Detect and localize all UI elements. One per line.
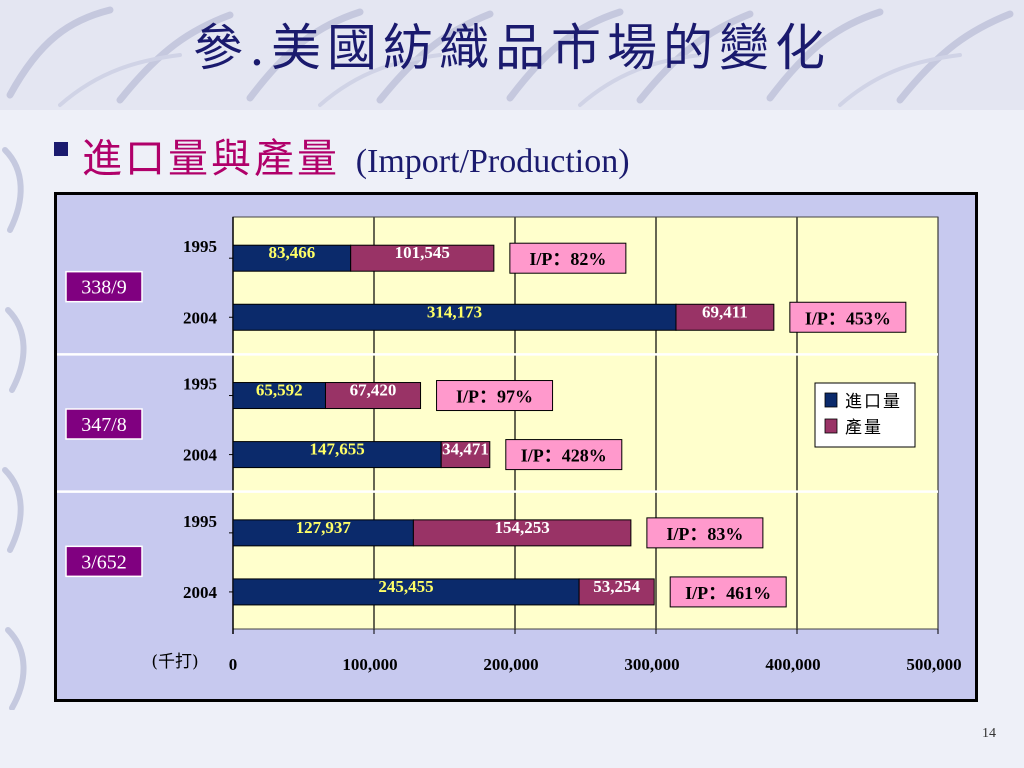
data-label-import: 127,937 [296, 518, 352, 537]
data-label-import: 314,173 [427, 302, 482, 321]
ratio-label: I/P：97% [456, 387, 533, 407]
ratio-box [436, 380, 554, 412]
data-label-production: 101,545 [395, 243, 450, 262]
slide-subtitle: 進口量與產量 (Import/Production) [52, 126, 630, 184]
year-tick-label: 2004 [183, 308, 218, 327]
group-label-box [65, 408, 143, 440]
year-tick-label: 1995 [183, 512, 217, 531]
page-number: 14 [982, 726, 996, 741]
group-label-box [65, 545, 143, 578]
group-label: 3/652 [81, 551, 127, 573]
data-label-production: 69,411 [702, 302, 748, 321]
bar-import [232, 441, 442, 469]
ratio-box [646, 517, 764, 549]
data-label-production: 34,471 [442, 440, 489, 459]
ratio-label: I/P：453% [805, 308, 891, 328]
legend-swatch-import [824, 392, 838, 408]
unit-label: (千打) [151, 652, 198, 672]
data-label-import: 65,592 [256, 381, 303, 400]
data-label-production: 67,420 [350, 381, 397, 400]
x-tick-label: 300,000 [624, 655, 679, 674]
ratio-box [505, 439, 623, 471]
bar-import [232, 519, 414, 547]
ratio-box [509, 242, 627, 274]
year-tick-label: 2004 [183, 446, 218, 465]
legend-label-import: 進口量 [845, 392, 902, 412]
data-label-import: 147,655 [309, 440, 364, 459]
ratio-box [669, 576, 787, 608]
data-label-import: 245,455 [378, 577, 433, 596]
chart-frame: 338/9 1995 83,466 101,545 I/P：82% 2004 314,173… [54, 192, 978, 702]
x-tick-label: 0 [229, 655, 238, 674]
subtitle-chinese: 進口量與產量 [82, 136, 340, 182]
import-production-chart: 338/9 1995 83,466 101,545 I/P：82% 2004 314,173… [57, 216, 962, 674]
bar-production [350, 244, 495, 272]
year-tick-label: 1995 [183, 237, 217, 256]
x-tick-label: 400,000 [765, 655, 820, 674]
data-label-production: 53,254 [593, 577, 640, 596]
bar-import [232, 303, 677, 331]
bar-production [412, 519, 632, 547]
x-tick-label: 100,000 [342, 655, 397, 674]
data-label-production: 154,253 [495, 518, 550, 537]
bar-import [232, 244, 352, 272]
group-label: 347/8 [81, 414, 127, 436]
decorative-background-band [0, 0, 1024, 110]
ratio-label: I/P：461% [685, 583, 771, 603]
bar-import [232, 382, 326, 410]
ratio-label: I/P：82% [529, 249, 606, 269]
bar-import [232, 578, 580, 606]
year-tick-label: 2004 [183, 583, 218, 602]
group-label: 338/9 [81, 277, 127, 299]
bar-production [324, 382, 422, 410]
group-label-box [65, 270, 143, 303]
subtitle-english: (Import/Production) [355, 143, 630, 180]
bar-production [440, 441, 491, 469]
decorative-left-swirls [2, 147, 27, 710]
ratio-label: I/P：83% [666, 524, 743, 544]
bar-production [578, 578, 655, 606]
ratio-label: I/P：428% [521, 446, 607, 466]
x-tick-label: 200,000 [483, 655, 538, 674]
year-tick-label: 1995 [183, 375, 217, 394]
legend-label-production: 產量 [845, 418, 883, 438]
x-tick-label: 500,000 [906, 655, 961, 674]
legend-swatch-production [824, 418, 838, 434]
data-label-import: 83,466 [268, 243, 315, 262]
bar-production [675, 303, 775, 331]
slide-title: 參.美國紡織品市場的變化 [193, 19, 831, 77]
ratio-box [789, 301, 907, 333]
bullet-square-icon [54, 142, 68, 156]
